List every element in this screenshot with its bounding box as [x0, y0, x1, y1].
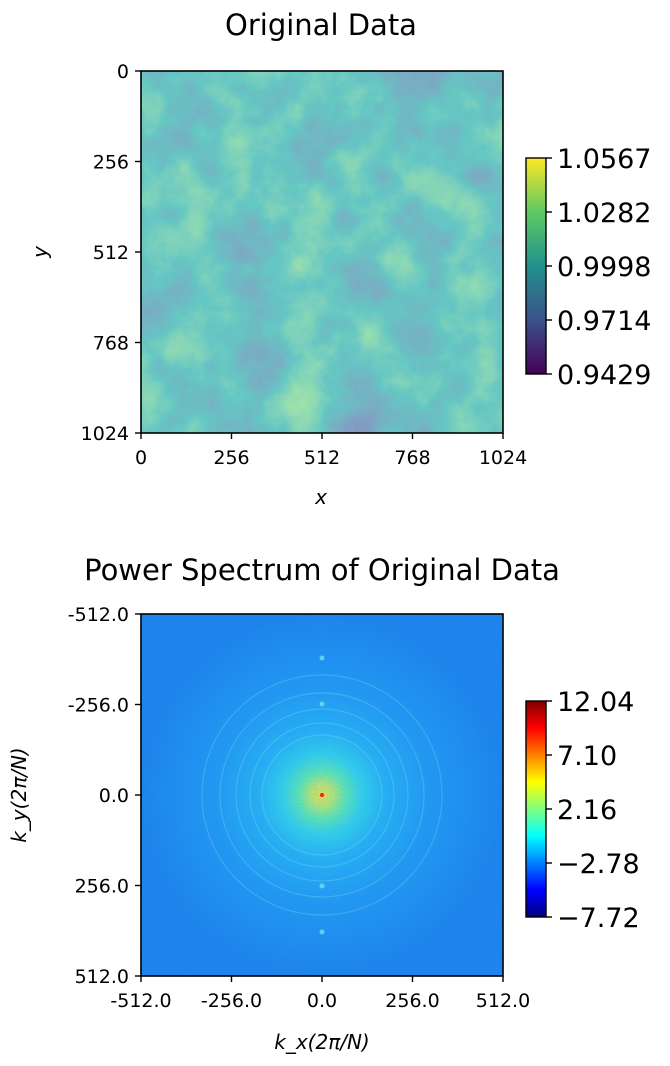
spectrum-peak	[320, 793, 324, 797]
colorbar-ticks: 0.9429 0.9714 0.9998 1.0282 1.0567	[546, 144, 651, 391]
x-tick-label: 1024	[479, 447, 527, 469]
y-tick-label: -256.0	[68, 695, 129, 717]
original-data-panel: Original Data 0 256 512 768 1024 0 256 512 768 1…	[28, 8, 651, 509]
colorbar-tick-label: 2.16	[557, 795, 617, 826]
y-tick-label: 1024	[81, 423, 129, 445]
colorbar: 0.9429 0.9714 0.9998 1.0282 1.0567	[525, 144, 651, 391]
heatmap-image	[141, 614, 503, 976]
x-tick-label: 256.0	[385, 990, 439, 1012]
x-tick-label: -512.0	[110, 990, 171, 1012]
x-axis-ticks: 0 256 512 768 1024	[135, 433, 527, 469]
y-axis-label: k_y(2π/N)	[7, 747, 31, 843]
y-axis-ticks: -512.0 -256.0 0.0 256.0 512.0	[68, 604, 141, 988]
y-tick-label: 512.0	[75, 966, 129, 988]
colorbar-tick-label: 12.04	[557, 687, 634, 718]
y-tick-label: 512	[93, 242, 129, 264]
x-tick-label: 512	[304, 447, 340, 469]
chart-title: Power Spectrum of Original Data	[84, 553, 560, 587]
x-axis-label: x	[314, 485, 327, 509]
colorbar-ticks: −7.72 −2.78 2.16 7.10 12.04	[546, 687, 640, 934]
x-axis-label: k_x(2π/N)	[274, 1030, 370, 1054]
x-tick-label: 0	[135, 447, 147, 469]
y-tick-label: 256.0	[75, 876, 129, 898]
colorbar-tick-label: 0.9429	[557, 360, 651, 391]
x-tick-label: -256.0	[201, 990, 262, 1012]
colorbar-tick-label: 0.9714	[557, 306, 651, 337]
colorbar: −7.72 −2.78 2.16 7.10 12.04	[525, 687, 640, 934]
x-tick-label: 512.0	[476, 990, 530, 1012]
y-axis-ticks: 0 256 512 768 1024	[81, 61, 141, 445]
colorbar-tick-label: −2.78	[557, 849, 640, 880]
y-axis-label: y	[28, 245, 52, 259]
y-tick-label: 256	[93, 152, 129, 174]
colorbar-tick-label: 0.9998	[557, 252, 651, 283]
x-tick-label: 256	[213, 447, 249, 469]
x-tick-label: 0.0	[307, 990, 337, 1012]
heatmap-image	[141, 71, 503, 433]
x-axis-ticks: -512.0 -256.0 0.0 256.0 512.0	[110, 976, 530, 1012]
y-tick-label: 0.0	[99, 785, 129, 807]
y-tick-label: 0	[117, 61, 129, 83]
power-spectrum-panel: Power Spectrum of Original Data -512.0 -2…	[7, 553, 640, 1054]
colorbar-tick-label: −7.72	[557, 903, 640, 934]
y-tick-label: 768	[93, 333, 129, 355]
colorbar-gradient	[525, 700, 547, 918]
colorbar-tick-label: 7.10	[557, 741, 617, 772]
colorbar-tick-label: 1.0567	[557, 144, 651, 175]
x-tick-label: 768	[394, 447, 430, 469]
chart-title: Original Data	[225, 8, 417, 42]
colorbar-gradient	[525, 157, 547, 375]
y-tick-label: -512.0	[68, 604, 129, 626]
colorbar-tick-label: 1.0282	[557, 198, 651, 229]
